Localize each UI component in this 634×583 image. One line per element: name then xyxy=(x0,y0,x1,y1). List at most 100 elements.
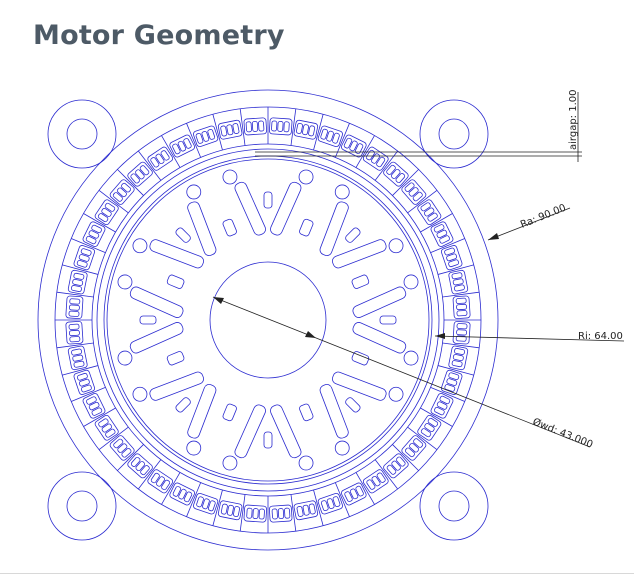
slot-outline xyxy=(243,504,268,523)
stator-slot xyxy=(243,117,268,136)
flux-barrier xyxy=(132,238,148,254)
conductor xyxy=(423,207,435,217)
stator-tooth-line xyxy=(239,108,246,146)
stator-slot xyxy=(430,221,454,247)
flux-barrier xyxy=(334,440,350,456)
stator-tooth-line xyxy=(442,342,480,349)
conductor xyxy=(86,396,97,405)
conductor xyxy=(413,438,424,448)
bottom-divider xyxy=(0,573,634,574)
stator-tooth-line xyxy=(138,150,162,181)
slot-outline xyxy=(317,492,343,515)
conductor xyxy=(233,506,241,517)
stator-tooth-line xyxy=(239,494,246,532)
slot-outline xyxy=(193,492,219,515)
slot-outline xyxy=(317,125,343,148)
conductor xyxy=(91,407,103,416)
conductor xyxy=(130,173,140,184)
conductor xyxy=(177,140,187,152)
conductor xyxy=(376,156,386,168)
conductor xyxy=(135,461,146,472)
conductor xyxy=(73,360,85,368)
conductor xyxy=(427,417,439,427)
stator-slot xyxy=(448,269,469,295)
slot-outline xyxy=(293,119,319,140)
conductor xyxy=(271,508,278,520)
stator-slot xyxy=(94,414,119,441)
mounting-hole xyxy=(66,118,98,150)
airgap-dimension: airgap: 1.00 xyxy=(255,90,582,162)
conductor xyxy=(308,125,316,137)
stator-slot xyxy=(65,320,84,345)
conductor xyxy=(201,130,210,142)
slot-outline xyxy=(268,117,293,136)
stator-tooth-line xyxy=(442,291,480,298)
flux-barrier xyxy=(298,169,314,185)
stator-tooth-line xyxy=(420,407,453,427)
stator-tooth-line xyxy=(161,472,181,505)
stator-slot xyxy=(147,469,174,494)
stator-slot xyxy=(362,469,389,494)
flux-barrier xyxy=(186,440,202,456)
slot-outline xyxy=(383,453,409,479)
mounting-lug xyxy=(47,99,117,169)
rotor-pocket xyxy=(222,218,237,237)
conductor xyxy=(408,187,419,197)
rotor-magnet xyxy=(270,181,302,236)
stator-slot xyxy=(169,482,195,506)
stator-slot xyxy=(82,221,106,247)
stator-slot xyxy=(452,295,471,320)
ri-dimension: Ri: 64.00 xyxy=(434,331,625,342)
conductor xyxy=(183,138,192,149)
conductor xyxy=(220,125,228,137)
conductor xyxy=(452,278,464,286)
stator-tooth-line xyxy=(186,482,202,517)
stator-slot xyxy=(317,492,343,515)
conductor xyxy=(343,137,353,149)
conductor xyxy=(104,202,116,212)
slot-outline xyxy=(341,482,367,506)
slot-outline xyxy=(440,369,463,395)
rotor-pocket xyxy=(299,218,314,237)
slot-outline xyxy=(109,435,135,461)
slot-outline xyxy=(383,161,409,187)
slot-outline xyxy=(65,320,84,345)
conductor xyxy=(112,192,123,202)
stator-tooth-line xyxy=(138,459,162,490)
stator-tooth-line xyxy=(98,190,129,214)
conductor xyxy=(302,504,310,516)
conductor xyxy=(371,153,381,164)
ra-label: Ra: 90.00 xyxy=(519,203,568,231)
stator-tooth-line xyxy=(392,444,419,471)
conductor xyxy=(76,372,88,381)
conductor xyxy=(446,378,458,386)
slot-outline xyxy=(217,119,243,140)
rotor-magnet xyxy=(234,404,266,459)
ri-label: Ri: 64.00 xyxy=(578,331,623,342)
conductor xyxy=(444,384,456,392)
stator-slot xyxy=(127,161,153,187)
stator-slot xyxy=(67,345,88,371)
stator-tooth-line xyxy=(334,482,350,517)
conductor xyxy=(446,253,458,262)
conductor xyxy=(135,169,145,180)
conductor xyxy=(424,423,435,433)
conductor xyxy=(284,507,291,519)
conductor xyxy=(332,496,341,508)
conductor xyxy=(420,428,432,438)
conductor xyxy=(73,272,85,280)
conductor xyxy=(434,406,445,416)
conductor xyxy=(245,121,252,133)
conductor xyxy=(71,285,82,293)
rotor-slot xyxy=(263,431,273,449)
flux-barrier xyxy=(117,274,133,290)
slot-outline xyxy=(73,245,96,271)
stator-tooth-line xyxy=(355,472,375,505)
conductor xyxy=(150,472,160,484)
conductor xyxy=(116,187,127,198)
conductor xyxy=(326,498,335,510)
stator-tooth-line xyxy=(430,386,465,402)
conductor xyxy=(105,428,116,438)
slot-outline xyxy=(82,393,106,419)
stator-tooth-line xyxy=(313,114,324,151)
